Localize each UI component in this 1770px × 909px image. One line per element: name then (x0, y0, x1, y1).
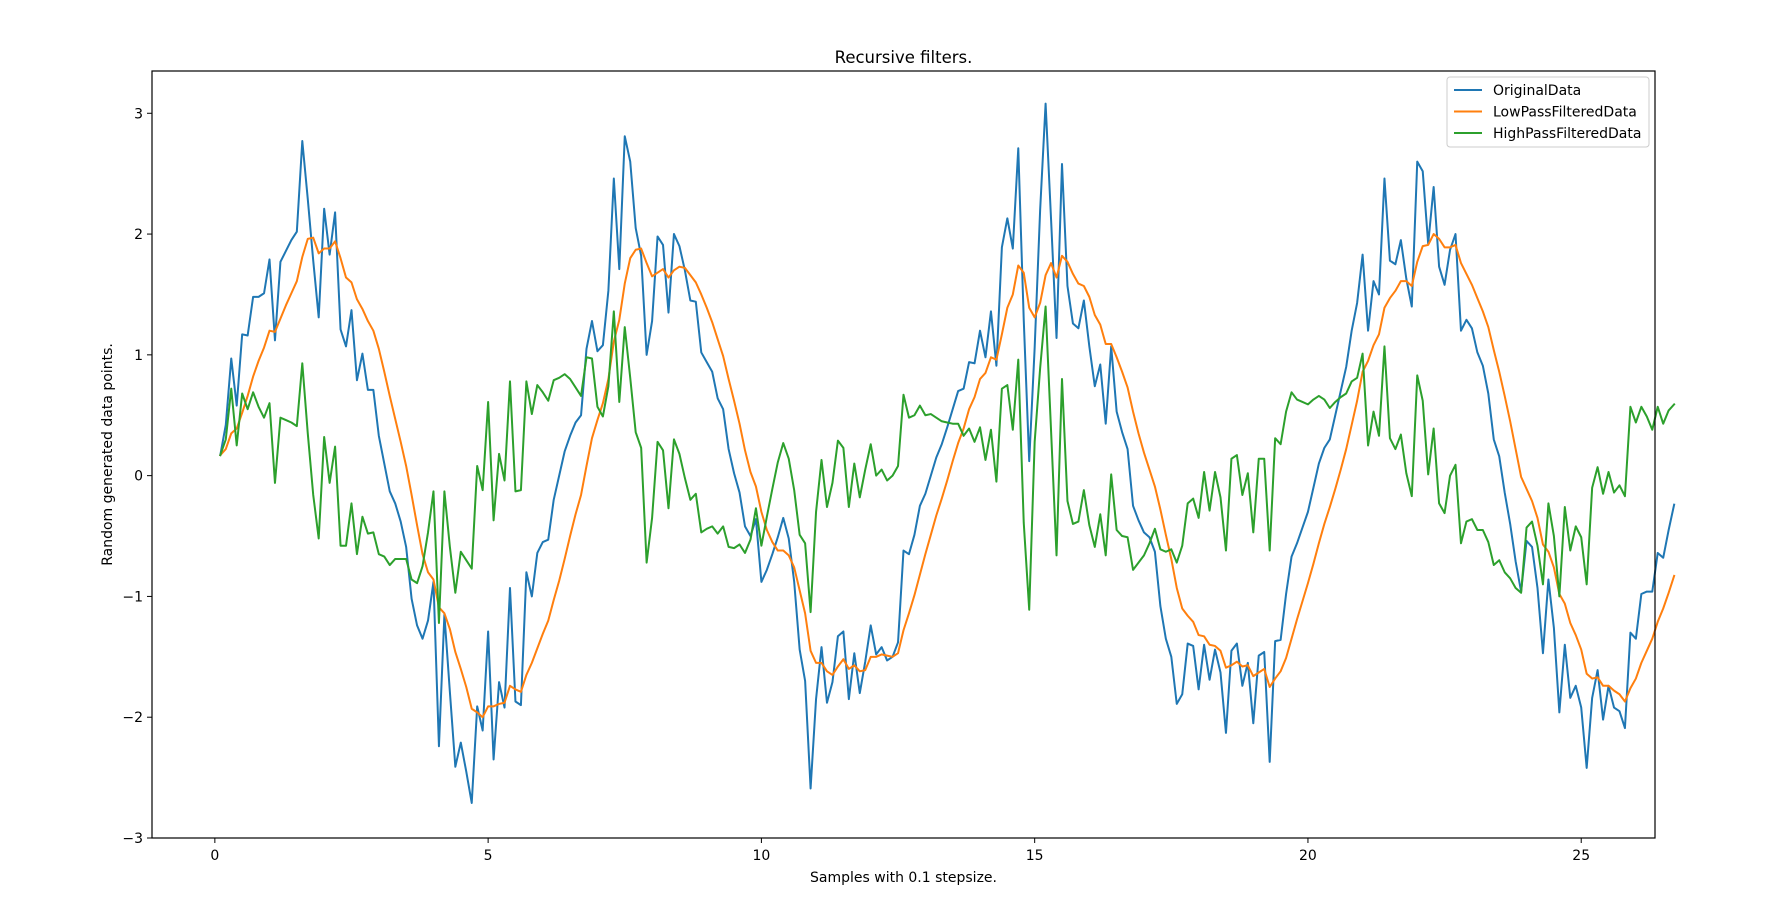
y-axis-label: Random generated data points. (100, 343, 116, 566)
x-tick-label: 5 (484, 848, 493, 864)
y-tick-label: −1 (122, 589, 143, 605)
series-line-HighPassFilteredData (219, 305, 1676, 624)
y-tick-label: 0 (134, 469, 143, 485)
legend-label-HighPassFilteredData: HighPassFilteredData (1493, 126, 1641, 142)
legend-box (1446, 76, 1650, 148)
y-tick-label: 1 (134, 348, 143, 364)
x-tick-label: 0 (210, 848, 219, 864)
x-axis: 0 5 10 15 20 25 (210, 838, 1590, 864)
x-tick-label: 25 (1572, 848, 1590, 864)
x-tick-label: 20 (1299, 848, 1317, 864)
legend: OriginalData LowPassFilteredData HighPassF… (1446, 76, 1650, 148)
y-tick-label: 2 (134, 227, 143, 243)
legend-label-OriginalData: OriginalData (1493, 83, 1581, 99)
plot-frame (151, 70, 1656, 839)
plot-lines (218, 102, 1676, 804)
x-tick-label: 10 (752, 848, 770, 864)
y-tick-label: −3 (122, 831, 143, 847)
x-tick-label: 15 (1026, 848, 1044, 864)
series-line-OriginalData (219, 102, 1676, 804)
y-tick-label: −2 (122, 710, 143, 726)
y-tick-label: 3 (134, 106, 143, 122)
y-axis: −3 −2 −1 0 1 2 3 (122, 106, 152, 847)
x-axis-label: Samples with 0.1 stepsize. (810, 870, 997, 886)
legend-label-LowPassFilteredData: LowPassFilteredData (1493, 105, 1637, 121)
series-line-LowPassFilteredData (218, 233, 1676, 719)
chart-title: Recursive filters. (835, 48, 973, 67)
